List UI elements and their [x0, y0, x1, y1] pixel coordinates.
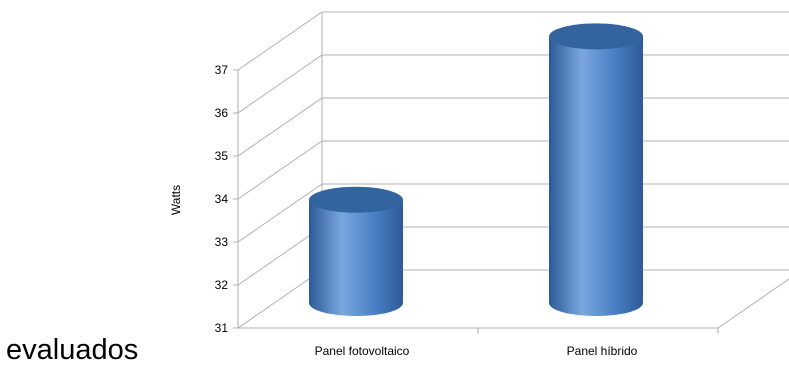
bar-body: [549, 36, 643, 317]
category-label: Panel híbrido: [567, 344, 638, 358]
caption-text: evaluados: [6, 334, 139, 366]
bar-top: [309, 186, 403, 213]
y-tick-label: 36: [215, 106, 229, 120]
category-label: Panel fotovoltaico: [315, 344, 410, 358]
y-tick-label: 33: [215, 235, 229, 249]
y-tick-label: 35: [215, 149, 229, 163]
bars: [309, 23, 643, 317]
y-axis-ticks: 31 32 33 34 35 36 37: [215, 63, 238, 335]
bar-body: [309, 199, 403, 316]
gridline: [237, 54, 789, 114]
bar: [309, 186, 403, 316]
y-tick-label: 32: [215, 278, 229, 292]
gridline: [237, 97, 789, 157]
gridline: [237, 11, 789, 71]
x-axis-categories: Panel fotovoltaico Panel híbrido: [315, 344, 638, 358]
y-tick-label: 31: [215, 321, 229, 335]
gridline: [237, 140, 789, 200]
y-axis-title: Watts: [169, 185, 183, 215]
y-tick-label: 37: [215, 63, 229, 77]
y-tick-label: 34: [215, 192, 229, 206]
bar: [549, 23, 643, 317]
bar-top: [549, 23, 643, 50]
